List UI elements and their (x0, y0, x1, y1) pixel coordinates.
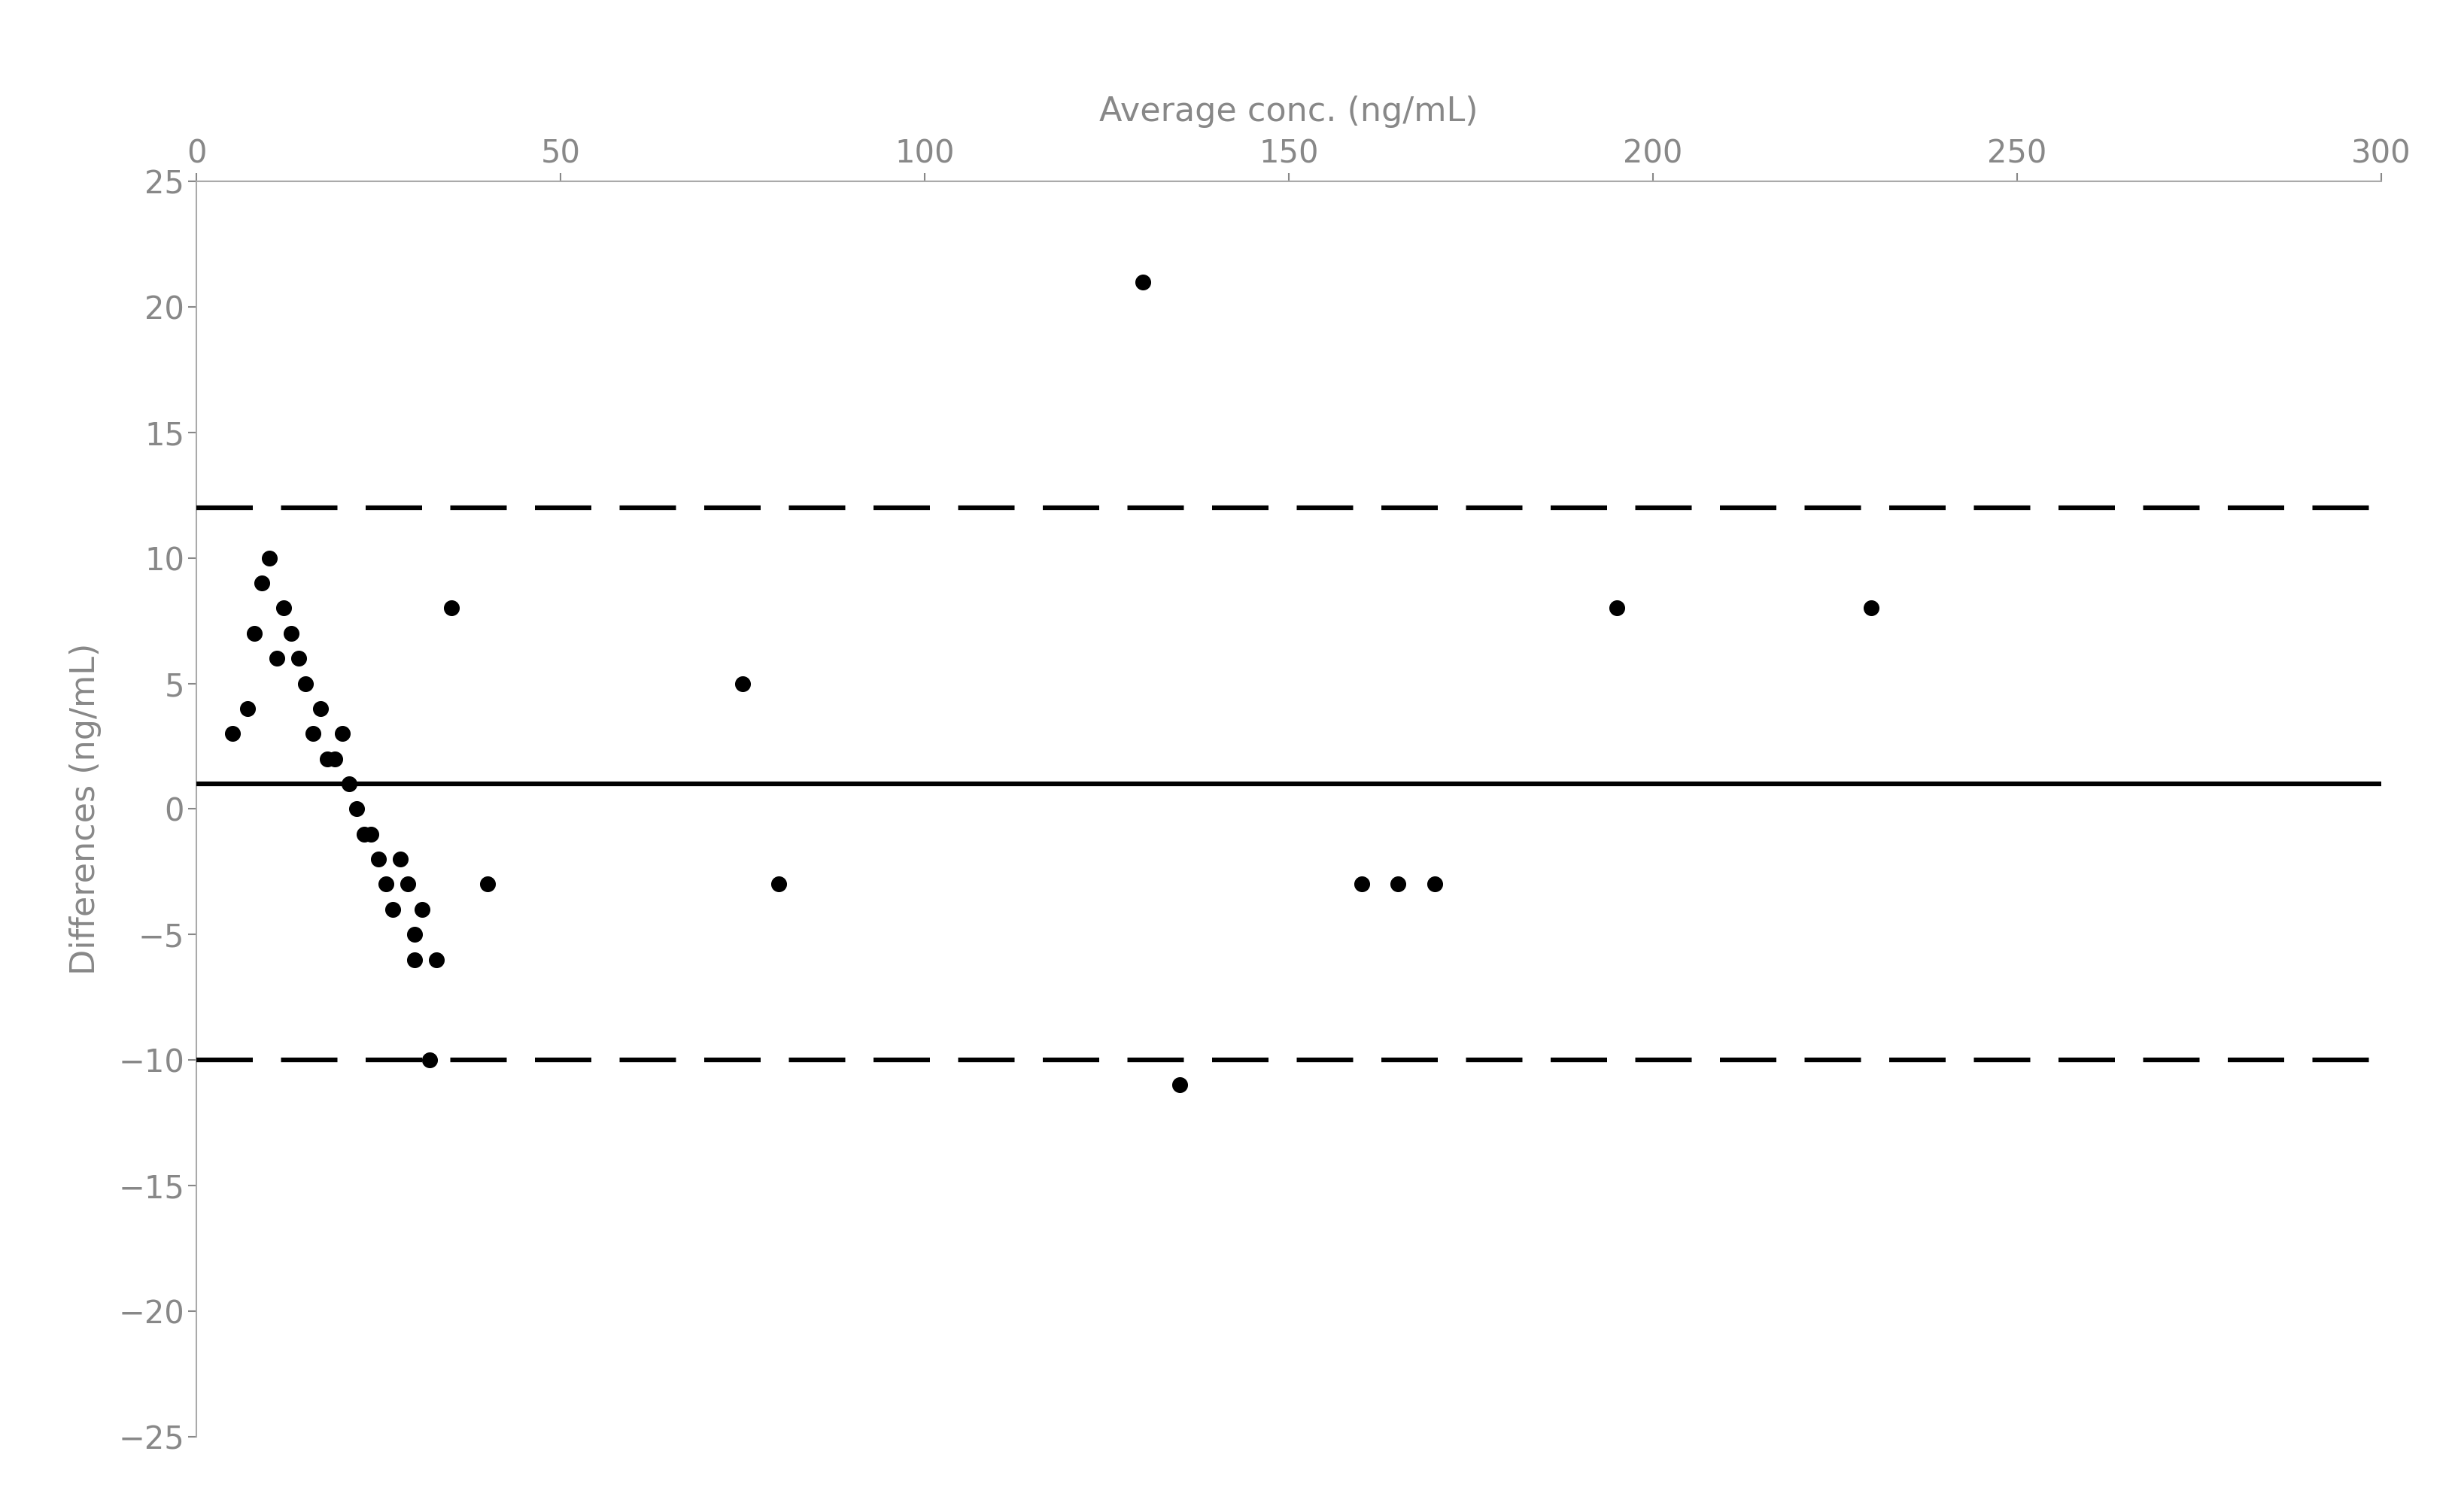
Point (759, 872, 798, 897)
Point (258, 646, 297, 670)
Point (344, 823, 383, 847)
Point (395, 922, 435, 947)
Point (358, 847, 398, 871)
Point (214, 721, 253, 745)
Point (228, 697, 268, 721)
Point (1124, 269, 1164, 293)
Point (243, 572, 282, 596)
Point (1851, 596, 1890, 620)
Point (265, 596, 304, 620)
X-axis label: Average conc. (ng/mL): Average conc. (ng/mL) (1100, 95, 1478, 129)
Point (280, 646, 319, 670)
Point (292, 721, 331, 745)
Point (300, 697, 339, 721)
Point (469, 872, 508, 897)
Point (322, 721, 361, 745)
Point (1414, 872, 1453, 897)
Point (1159, 1074, 1198, 1098)
Point (722, 671, 761, 696)
Y-axis label: Differences (ng/mL): Differences (ng/mL) (69, 643, 101, 975)
Point (329, 771, 368, 795)
Point (314, 747, 354, 771)
Point (1343, 872, 1382, 897)
Point (410, 1048, 449, 1072)
Point (417, 948, 457, 972)
Point (351, 823, 390, 847)
Point (1596, 596, 1635, 620)
Point (336, 797, 376, 821)
Point (273, 621, 312, 646)
Point (373, 897, 412, 921)
Point (285, 671, 324, 696)
Point (366, 872, 405, 897)
Point (381, 847, 420, 871)
Point (307, 747, 346, 771)
Point (1377, 872, 1417, 897)
Point (236, 621, 275, 646)
Point (250, 546, 290, 570)
Point (388, 872, 427, 897)
Point (432, 596, 471, 620)
Point (403, 897, 442, 921)
Point (395, 948, 435, 972)
